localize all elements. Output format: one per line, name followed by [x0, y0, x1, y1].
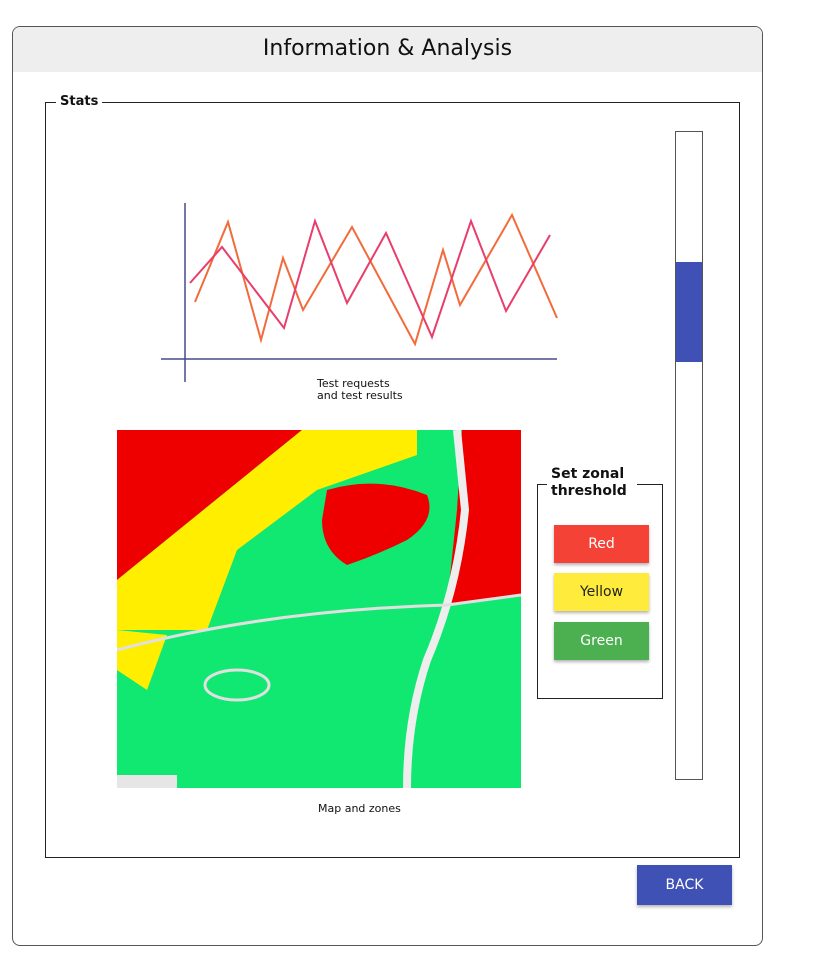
yellow-button[interactable]: Yellow: [554, 573, 649, 611]
map-caption: Map and zones: [318, 802, 401, 815]
zone: [117, 430, 417, 630]
road: [403, 430, 470, 788]
line: [189, 217, 551, 340]
stats-legend: Stats: [56, 94, 103, 109]
chart-caption: Test requests and test results: [317, 377, 403, 402]
zone: [117, 775, 177, 788]
zone: [322, 483, 430, 565]
back-button[interactable]: BACK: [637, 865, 732, 905]
zone: [447, 430, 521, 605]
zone-map: [117, 430, 521, 788]
green-button[interactable]: Green: [554, 622, 649, 660]
stats-fieldset: [45, 102, 740, 858]
scrollbar[interactable]: [675, 131, 703, 780]
scrollbar-thumb[interactable]: [676, 262, 702, 362]
zone: [117, 630, 167, 690]
window-title: Information & Analysis: [13, 27, 762, 72]
window: Information & Analysis: [12, 26, 763, 946]
line-chart-placeholder: [161, 203, 558, 382]
red-button[interactable]: Red: [554, 525, 649, 563]
road: [117, 593, 521, 652]
threshold-legend: Set zonal threshold: [547, 466, 637, 500]
line: [194, 212, 558, 347]
track: [203, 668, 271, 702]
